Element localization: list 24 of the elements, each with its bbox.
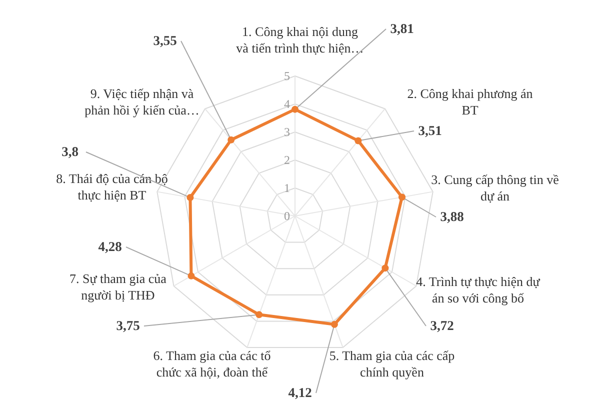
data-label: 3,51 <box>418 123 442 138</box>
data-label: 3,75 <box>116 318 140 333</box>
y-tick-label: 2 <box>284 153 290 168</box>
spoke-label: 2. Công khai phương án BT <box>407 86 534 118</box>
data-label: 4,28 <box>98 239 122 254</box>
y-tick-label: 4 <box>284 97 290 112</box>
data-label: 3,81 <box>390 21 414 36</box>
y-tick-label: 1 <box>284 181 290 196</box>
data-label: 3,72 <box>430 318 454 333</box>
spoke-label: 4. Trình tự thực hiện dự án so với công bố <box>416 274 541 306</box>
spoke-label: 5. Tham gia của các cấp chính quyền <box>329 348 455 380</box>
spoke-label: 8. Thái độ của cán bộ thực hiện BT <box>56 171 168 202</box>
y-tick-label: 0 <box>284 209 290 224</box>
spoke-label: 3. Cung cấp thông tin về dự án <box>431 172 560 204</box>
spoke-label: 9. Việc tiếp nhận và phản hồi ý kiến của… <box>84 86 200 118</box>
spoke-label: 1. Công khai nội dung và tiến trình thực hiện… <box>236 24 364 56</box>
data-label: 3,8 <box>62 144 79 159</box>
spoke-label: 7. Sự tham gia của người bị THĐ <box>70 271 167 302</box>
data-label: 3,55 <box>153 33 178 48</box>
y-tick-label: 3 <box>284 125 290 140</box>
spoke-label: 6. Tham gia của các tổ chức xã hội, đoàn thể <box>153 348 271 380</box>
y-tick-label: 5 <box>284 69 290 84</box>
data-label: 4,12 <box>288 385 312 400</box>
data-label: 3,88 <box>440 209 464 224</box>
